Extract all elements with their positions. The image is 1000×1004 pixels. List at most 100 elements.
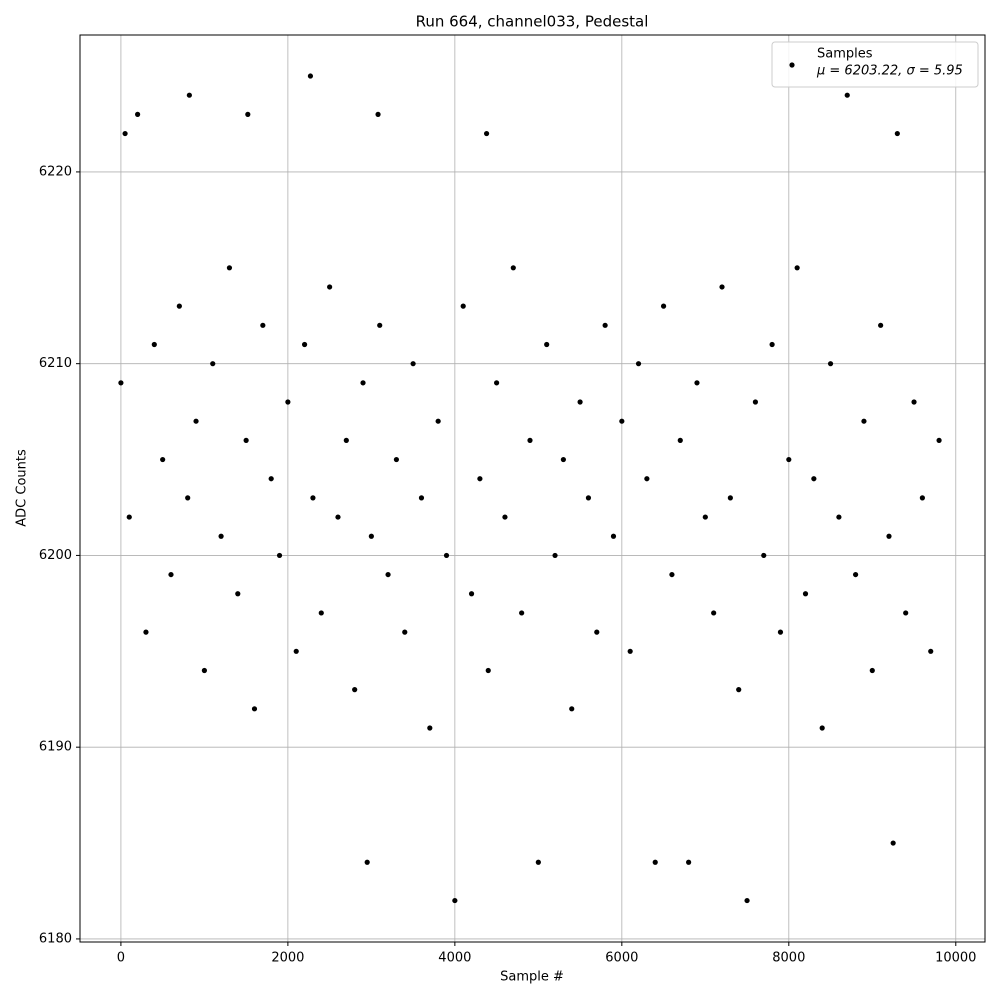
y-axis-label: ADC Counts: [15, 449, 30, 527]
point: [585, 495, 592, 501]
point: [569, 706, 575, 712]
x-tick-label: 10000: [935, 951, 976, 966]
point: [610, 533, 617, 539]
point: [235, 591, 241, 597]
point: [260, 322, 266, 328]
point: [301, 341, 308, 348]
point: [427, 725, 433, 731]
point: [869, 667, 875, 674]
point: [122, 130, 128, 137]
point: [602, 322, 608, 328]
x-axis-label: Sample #: [500, 970, 564, 985]
point: [852, 571, 859, 578]
point: [702, 514, 708, 520]
point: [360, 380, 366, 386]
point: [118, 380, 124, 386]
point: [402, 629, 408, 635]
legend-annotation: μ = 6203.22, σ = 5.95: [816, 64, 963, 79]
point: [435, 418, 441, 424]
point: [794, 265, 800, 271]
point: [786, 456, 792, 463]
point: [251, 706, 258, 712]
y-tick-label: 6190: [39, 740, 72, 755]
point: [393, 456, 400, 463]
point: [552, 552, 558, 559]
point: [494, 380, 500, 386]
point: [911, 399, 917, 405]
x-tick-label: 4000: [438, 951, 471, 966]
point: [327, 284, 333, 290]
point: [185, 495, 191, 501]
point: [644, 476, 650, 482]
point: [527, 437, 533, 443]
point: [307, 73, 314, 79]
x-tick-label: 0: [117, 951, 125, 966]
point: [502, 514, 508, 520]
x-tick-label: 2000: [271, 951, 304, 966]
point: [535, 859, 541, 865]
point: [285, 399, 291, 405]
point: [777, 629, 784, 635]
point: [827, 361, 834, 367]
point: [126, 514, 132, 520]
point: [752, 399, 759, 405]
point: [343, 437, 349, 443]
x-tick-label: 8000: [772, 951, 805, 966]
point: [310, 495, 316, 501]
point: [335, 514, 341, 520]
point: [218, 533, 224, 539]
point: [460, 303, 466, 309]
point: [168, 571, 174, 578]
point: [669, 571, 675, 578]
point: [635, 361, 642, 367]
point: [245, 111, 251, 117]
point: [186, 92, 192, 98]
point: [886, 533, 892, 539]
point: [577, 399, 583, 405]
point: [719, 284, 725, 290]
point: [176, 303, 182, 309]
point: [727, 495, 733, 501]
point: [468, 591, 475, 597]
point: [544, 341, 550, 348]
point: [368, 533, 374, 539]
point: [418, 495, 425, 501]
point: [560, 456, 566, 463]
chart-title: Run 664, channel033, Pedestal: [416, 13, 649, 31]
point: [736, 687, 742, 693]
point: [619, 418, 625, 424]
legend-label: Samples: [817, 47, 873, 62]
point: [452, 897, 458, 904]
point: [844, 92, 850, 98]
point: [686, 859, 692, 865]
point: [151, 341, 157, 348]
point: [193, 418, 199, 424]
point: [836, 514, 842, 520]
point: [903, 610, 909, 616]
point: [485, 667, 491, 674]
point: [477, 476, 483, 482]
y-tick-label: 6180: [39, 931, 72, 946]
point: [928, 648, 934, 654]
y-tick-label: 6220: [39, 164, 72, 179]
point: [769, 341, 775, 348]
point: [894, 130, 900, 137]
point: [143, 629, 149, 635]
y-tick-label: 6200: [39, 548, 72, 563]
point: [443, 552, 450, 559]
point: [135, 111, 141, 117]
point: [483, 130, 490, 137]
point: [160, 456, 166, 463]
point: [819, 725, 825, 731]
point: [811, 476, 817, 482]
point: [385, 571, 391, 578]
point: [226, 265, 233, 271]
point: [761, 552, 767, 559]
x-tick-label: 6000: [605, 951, 638, 966]
point: [410, 361, 416, 367]
point: [201, 667, 207, 674]
point: [711, 610, 717, 616]
point: [660, 303, 667, 309]
